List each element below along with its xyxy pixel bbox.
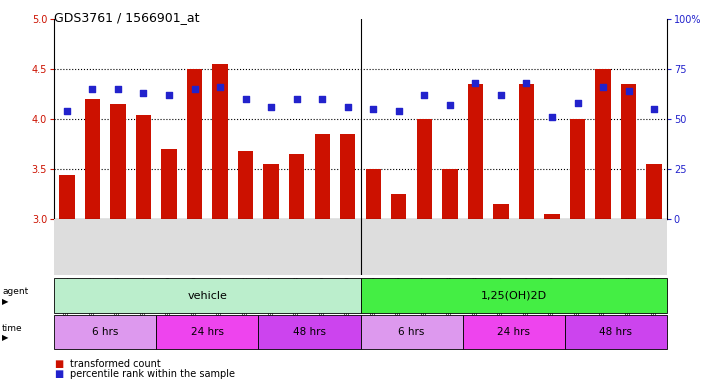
Point	[572, 100, 583, 106]
Point	[547, 114, 558, 120]
Point	[623, 88, 634, 94]
Bar	[340, 134, 355, 219]
Bar	[565, 315, 667, 349]
Bar	[366, 169, 381, 219]
Text: time: time	[2, 324, 23, 333]
Point	[189, 86, 200, 92]
Bar	[238, 151, 253, 219]
Bar	[493, 204, 508, 219]
Bar	[59, 175, 74, 219]
Bar	[54, 278, 360, 313]
Bar	[213, 64, 228, 219]
Bar	[647, 164, 662, 219]
Point	[495, 92, 507, 98]
Text: ■: ■	[54, 359, 63, 369]
Point	[521, 80, 532, 86]
Bar	[621, 84, 637, 219]
Bar	[463, 315, 565, 349]
Point	[240, 96, 252, 102]
Text: agent: agent	[2, 287, 28, 296]
Point	[61, 108, 73, 114]
Bar	[289, 154, 304, 219]
Text: percentile rank within the sample: percentile rank within the sample	[70, 369, 235, 379]
Point	[469, 80, 481, 86]
Point	[648, 106, 660, 112]
Bar	[263, 164, 279, 219]
Point	[317, 96, 328, 102]
Text: 24 hrs: 24 hrs	[191, 327, 224, 337]
Bar	[417, 119, 432, 219]
Point	[265, 104, 277, 110]
Bar	[544, 214, 559, 219]
Text: transformed count: transformed count	[70, 359, 161, 369]
Bar	[85, 99, 100, 219]
Point	[291, 96, 302, 102]
Point	[419, 92, 430, 98]
Bar	[570, 119, 585, 219]
Point	[87, 86, 98, 92]
Text: 48 hrs: 48 hrs	[293, 327, 326, 337]
Bar	[391, 194, 407, 219]
Bar	[258, 315, 360, 349]
Text: 48 hrs: 48 hrs	[599, 327, 632, 337]
Bar	[360, 278, 667, 313]
Text: ▶: ▶	[2, 297, 9, 306]
Text: 1,25(OH)2D: 1,25(OH)2D	[481, 291, 547, 301]
Text: 6 hrs: 6 hrs	[92, 327, 118, 337]
Bar	[110, 104, 125, 219]
Point	[138, 90, 149, 96]
Bar	[360, 315, 463, 349]
Point	[444, 102, 456, 108]
Text: GDS3761 / 1566901_at: GDS3761 / 1566901_at	[54, 12, 200, 25]
Text: ■: ■	[54, 369, 63, 379]
Bar	[156, 315, 258, 349]
Bar	[519, 84, 534, 219]
Bar	[162, 149, 177, 219]
Bar	[468, 84, 483, 219]
Text: 6 hrs: 6 hrs	[399, 327, 425, 337]
Bar	[442, 169, 458, 219]
Point	[597, 84, 609, 90]
Point	[393, 108, 404, 114]
Point	[342, 104, 353, 110]
Point	[368, 106, 379, 112]
Bar	[187, 69, 202, 219]
Point	[163, 92, 174, 98]
Point	[214, 84, 226, 90]
Bar	[54, 315, 156, 349]
Text: 24 hrs: 24 hrs	[497, 327, 530, 337]
Bar	[136, 115, 151, 219]
Text: ▶: ▶	[2, 333, 9, 343]
Text: vehicle: vehicle	[187, 291, 227, 301]
Bar	[596, 69, 611, 219]
Bar	[314, 134, 329, 219]
Point	[112, 86, 124, 92]
